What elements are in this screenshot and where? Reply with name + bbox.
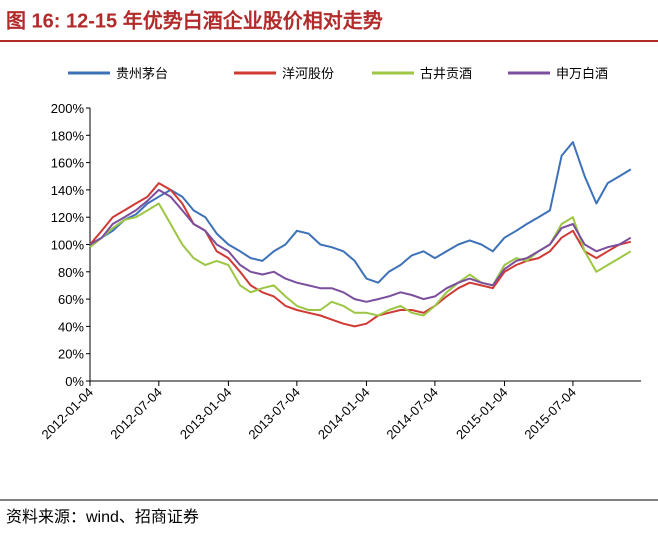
x-tick-label: 2013-01-04: [177, 385, 235, 443]
x-tick-label: 2015-07-04: [521, 385, 579, 443]
legend-label: 洋河股份: [282, 66, 334, 81]
source-note: 资料来源：wind、招商证券: [6, 508, 199, 526]
page-title: 图 16: 12-15 年优势白酒企业股价相对走势: [6, 8, 383, 32]
y-tick-label: 120%: [51, 210, 85, 225]
series-line: [89, 182, 632, 328]
y-tick-label: 40%: [58, 319, 84, 334]
x-tick-label: 2014-07-04: [383, 385, 441, 443]
y-tick-label: 200%: [51, 101, 85, 116]
y-tick-label: 0%: [65, 374, 84, 389]
y-tick-label: 100%: [51, 238, 85, 253]
x-tick-label: 2013-07-04: [245, 385, 303, 443]
legend-label: 古井贡酒: [420, 66, 472, 81]
legend-label: 贵州茅台: [116, 66, 168, 81]
x-tick-label: 2014-01-04: [315, 385, 373, 443]
y-tick-label: 140%: [51, 183, 85, 198]
series-line: [89, 202, 632, 317]
x-tick-label: 2015-01-04: [453, 385, 511, 443]
series-line: [89, 188, 632, 303]
x-tick-label: 2012-01-04: [38, 385, 96, 443]
y-tick-label: 80%: [58, 265, 84, 280]
y-tick-label: 160%: [51, 156, 85, 171]
legend-label: 申万白酒: [556, 66, 608, 81]
x-tick-label: 2012-07-04: [107, 385, 165, 443]
y-tick-label: 180%: [51, 128, 85, 143]
y-tick-label: 60%: [58, 292, 84, 307]
y-tick-label: 20%: [58, 347, 84, 362]
series-line: [89, 141, 632, 284]
